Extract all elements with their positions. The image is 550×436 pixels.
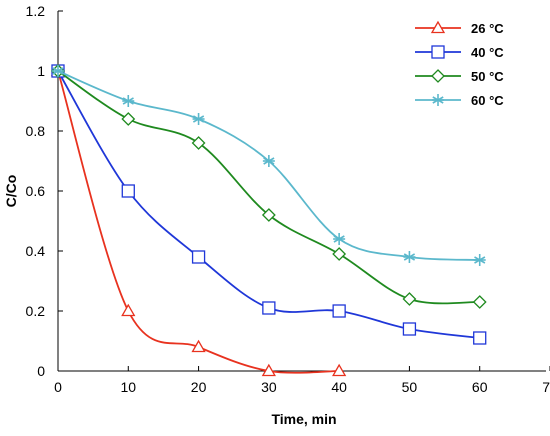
data-point [332,247,347,261]
legend-item: 50 °C [415,69,504,84]
x-ticks: 0 10 20 30 40 50 60 70 [54,366,550,395]
series-line [57,70,480,339]
legend-label: 26 °C [471,21,504,36]
x-tick-label: 50 [402,379,418,395]
legend-marker [431,45,445,59]
data-point [191,136,206,150]
data-point [403,251,416,263]
data-point [262,155,275,167]
data-point [262,301,276,315]
legend-item: 26 °C [415,20,504,36]
data-point [121,303,136,317]
legend-marker [432,94,444,106]
y-tick-label: 1 [37,63,45,79]
x-tick-label: 30 [261,379,277,395]
data-point [192,113,205,125]
x-tick-label: 40 [331,379,347,395]
data-point [121,112,136,126]
data-point [333,233,346,245]
y-tick-label: 0.4 [26,243,46,259]
y-tick-label: 1.2 [26,3,46,19]
y-axis-title: C/Co [3,175,19,208]
legend-marker [431,69,445,83]
data-point [402,292,417,306]
x-tick-label: 10 [120,379,136,395]
data-point [473,254,486,266]
x-tick-label: 70 [542,379,550,395]
y-tick-label: 0.8 [26,123,46,139]
y-tick-label: 0.2 [26,303,46,319]
legend-item: 60 °C [415,93,504,108]
series-line [57,70,480,305]
x-tick-label: 20 [191,379,207,395]
data-point [332,304,346,318]
series-line [57,70,340,374]
legend-marker [430,20,446,34]
legend-label: 60 °C [471,93,504,108]
legend-label: 50 °C [471,69,504,84]
data-point [261,208,276,222]
data-point [261,363,276,377]
data-point [121,184,135,198]
data-point [473,331,487,345]
data-point [191,250,206,264]
data-point [191,339,206,353]
x-tick-label: 0 [54,379,62,395]
data-point [332,363,347,377]
x-tick-label: 60 [472,379,488,395]
legend: 26 °C 40 °C 50 °C 60 °C [415,20,504,108]
x-axis-title: Time, min [271,411,336,427]
series-1 [50,63,347,377]
data-point [122,95,135,107]
data-point [472,295,487,309]
legend-label: 40 °C [471,45,504,60]
y-tick-label: 0.6 [26,183,46,199]
series-4 [52,65,486,266]
y-tick-label: 0 [37,363,45,379]
data-point [402,322,417,336]
series-3 [51,64,487,309]
data-point [52,65,64,77]
legend-item: 40 °C [415,45,504,60]
series-layer [50,63,487,377]
y-ticks: 0 0.2 0.4 0.6 0.8 1 1.2 [26,3,63,379]
